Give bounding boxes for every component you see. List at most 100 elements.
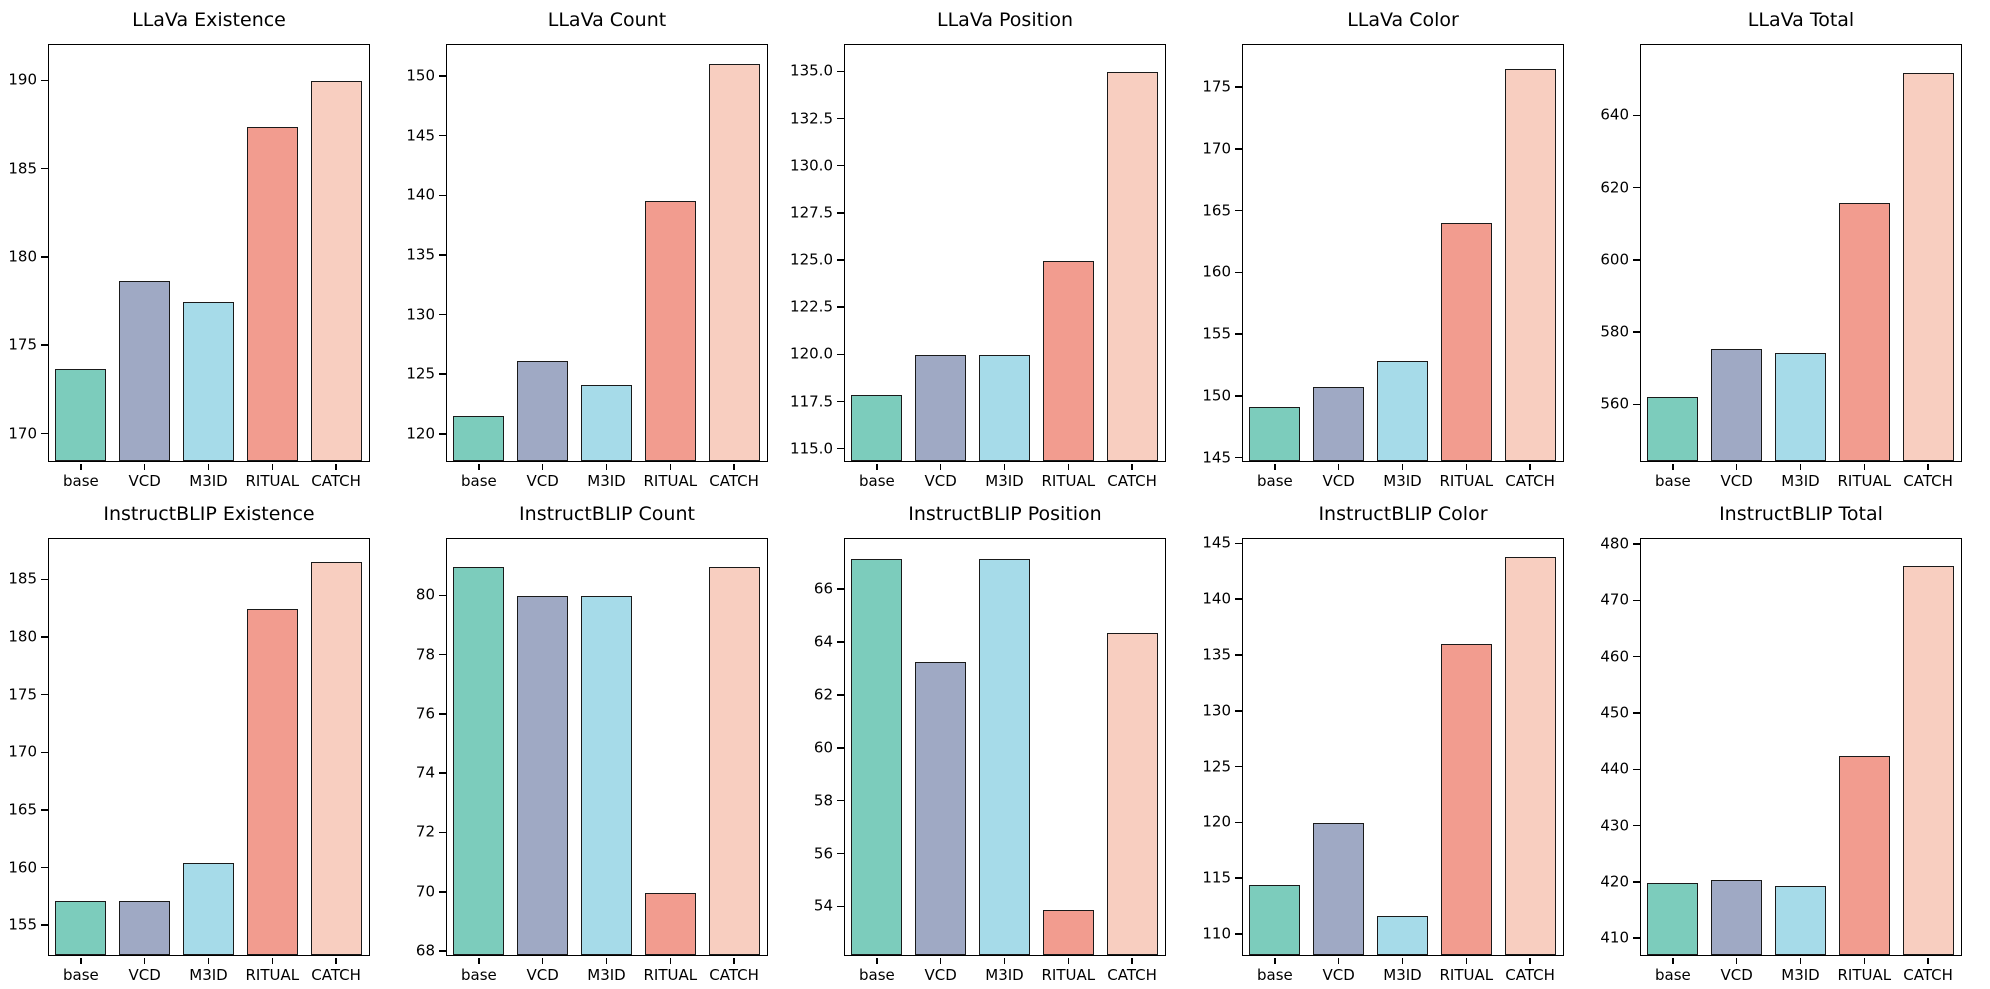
x-tick-mark xyxy=(1863,464,1866,470)
y-tick-mark xyxy=(439,594,446,597)
bar-ritual xyxy=(1838,202,1890,461)
y-tick-label: 620 xyxy=(1600,178,1629,197)
y-tick-mark xyxy=(837,353,844,356)
y-tick-mark xyxy=(1633,114,1640,117)
y-tick-label: 170 xyxy=(1202,139,1231,158)
y-tick-mark xyxy=(439,653,446,656)
bar-base xyxy=(851,394,903,461)
y-tick-label: 125.0 xyxy=(790,250,833,269)
x-tick-mark xyxy=(1799,464,1802,470)
y-tick-label: 640 xyxy=(1600,105,1629,124)
bar-catch xyxy=(1106,632,1158,955)
bar-ritual xyxy=(1440,643,1492,955)
x-tick-mark xyxy=(1401,464,1404,470)
y-tick-label: 110 xyxy=(1202,924,1231,943)
chart-title: LLaVa Color xyxy=(1347,9,1459,31)
x-tick-mark xyxy=(143,958,146,964)
bar-catch xyxy=(708,566,760,955)
x-tick-mark xyxy=(733,958,735,964)
y-tick-mark xyxy=(41,344,48,346)
y-tick-label: 80 xyxy=(415,585,435,604)
x-tick-mark xyxy=(1799,958,1802,964)
y-tick-label: 66 xyxy=(813,579,833,598)
bar-m3id xyxy=(183,862,234,955)
bar-m3id xyxy=(1775,352,1826,461)
y-tick-mark xyxy=(837,400,844,403)
x-tick-mark xyxy=(80,464,82,470)
y-tick-label: 440 xyxy=(1600,759,1629,778)
bar-catch xyxy=(1504,556,1556,955)
bar-vcd xyxy=(915,355,967,461)
y-tick-mark xyxy=(439,831,446,834)
y-tick-mark xyxy=(1633,599,1640,602)
plot-area: 110 115 120 125 130 135 140 145 base VCD M3ID RITUA… xyxy=(1202,535,1564,983)
x-tick-label: VCD xyxy=(526,966,559,984)
y-tick-mark xyxy=(837,588,844,590)
y-tick-mark xyxy=(837,905,844,908)
y-tick-label: 135 xyxy=(406,245,435,264)
bar-ritual xyxy=(1042,261,1094,461)
plot-area: 54 56 58 60 62 64 66 base VCD M3ID RITUAL CATCH xyxy=(814,538,1166,983)
y-tick-mark xyxy=(1633,403,1640,406)
x-tick-mark xyxy=(1131,464,1133,470)
bar-base xyxy=(851,558,903,955)
y-tick-label: 120 xyxy=(406,424,435,443)
y-tick-label: 58 xyxy=(813,791,833,810)
y-tick-mark xyxy=(837,447,844,450)
x-tick-label: M3ID xyxy=(1781,966,1820,984)
x-tick-label: base xyxy=(1655,472,1691,490)
x-tick-mark xyxy=(1927,464,1929,470)
y-tick-mark xyxy=(439,433,446,435)
y-tick-mark xyxy=(837,799,844,802)
y-tick-label: 160 xyxy=(8,858,37,877)
x-tick-mark xyxy=(733,464,735,470)
x-tick-label: M3ID xyxy=(189,966,228,984)
x-tick-mark xyxy=(271,464,274,470)
y-tick-label: 130 xyxy=(1202,701,1231,720)
x-tick-mark xyxy=(669,958,672,964)
subplot-instructblip-existence: InstructBLIP Existence 155 160 165 170 175 180… xyxy=(0,494,398,989)
x-tick-label: RITUAL xyxy=(1041,472,1096,490)
plot-area: 145 150 155 160 165 170 175 base VCD M3ID RITUAL CA… xyxy=(1202,44,1564,489)
subplot-llava-count: LLaVa Count 120 125 130 135 140 145 150 base VCD M… xyxy=(398,0,796,494)
x-tick-label: base xyxy=(63,472,99,490)
y-tick-mark xyxy=(1235,395,1242,397)
y-tick-mark xyxy=(1633,824,1640,827)
x-tick-mark xyxy=(478,958,480,964)
y-tick-mark xyxy=(41,167,48,170)
y-tick-label: 117.5 xyxy=(790,392,833,411)
y-tick-mark xyxy=(41,256,48,258)
subplot-instructblip-position: InstructBLIP Position 54 56 58 60 62 64 66 base V… xyxy=(796,494,1194,989)
x-tick-label: VCD xyxy=(128,472,161,490)
bar-base xyxy=(1249,406,1301,461)
y-tick-label: 580 xyxy=(1600,322,1629,341)
chart-title: InstructBLIP Count xyxy=(519,503,695,525)
x-tick-label: VCD xyxy=(1720,472,1753,490)
x-tick-mark xyxy=(1337,464,1340,470)
bar-catch xyxy=(708,63,760,461)
y-tick-mark xyxy=(439,254,446,256)
chart-title: InstructBLIP Existence xyxy=(103,503,315,525)
x-tick-mark xyxy=(1401,958,1404,964)
y-tick-label: 130.0 xyxy=(790,156,833,175)
plot-area: 120 125 130 135 140 145 150 base VCD M3ID RITUAL CA… xyxy=(406,44,768,489)
subplot-llava-position: LLaVa Position 115.0 117.5 120.0 122.5 125.0 1… xyxy=(790,0,1194,494)
bar-vcd xyxy=(119,900,171,955)
x-tick-label: CATCH xyxy=(311,966,361,984)
y-tick-mark xyxy=(439,313,446,316)
y-tick-label: 460 xyxy=(1600,647,1629,666)
x-tick-label: base xyxy=(461,472,497,490)
y-tick-label: 450 xyxy=(1600,703,1629,722)
x-tick-mark xyxy=(605,958,608,964)
y-tick-mark xyxy=(439,891,446,893)
bar-m3id xyxy=(581,596,632,955)
y-tick-mark xyxy=(41,751,48,753)
x-tick-label: M3ID xyxy=(985,472,1024,490)
x-tick-mark xyxy=(1672,464,1674,470)
bar-ritual xyxy=(246,127,298,461)
y-tick-label: 130 xyxy=(406,305,435,323)
y-tick-label: 430 xyxy=(1600,816,1629,835)
x-tick-label: base xyxy=(1655,966,1691,984)
y-tick-mark xyxy=(41,924,48,926)
